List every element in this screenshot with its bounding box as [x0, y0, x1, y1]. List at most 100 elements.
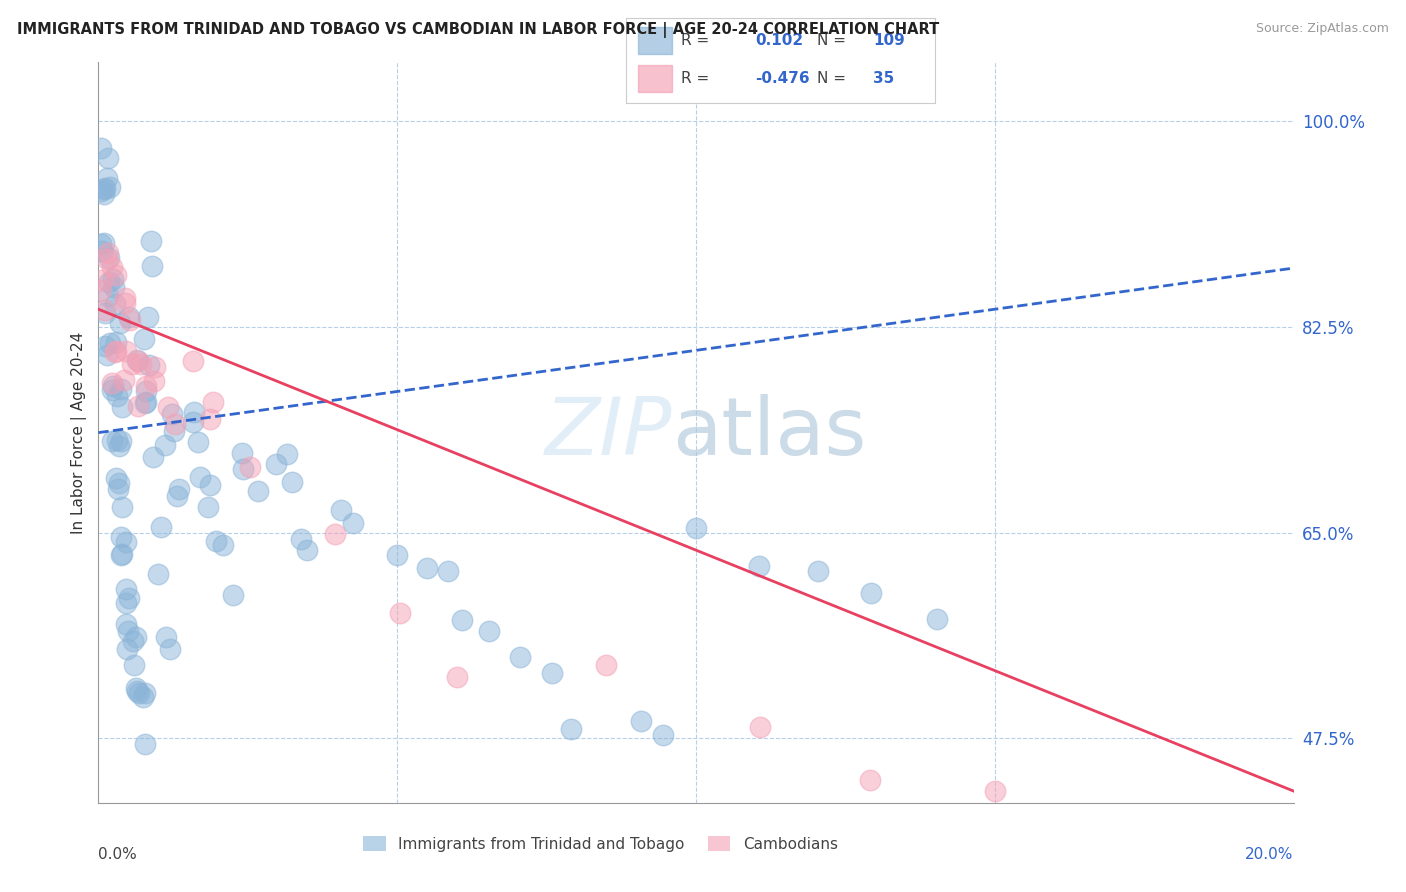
- Point: [103, 280, 125, 294]
- Point: [276, 447, 298, 461]
- Point: [129, 357, 152, 371]
- Point: [748, 559, 770, 574]
- Point: [148, 566, 170, 581]
- Point: [90, 283, 112, 297]
- Point: [153, 437, 176, 451]
- Point: [94, 303, 117, 318]
- Point: [122, 658, 145, 673]
- Point: [118, 313, 141, 327]
- Point: [135, 384, 157, 398]
- Text: R =: R =: [682, 71, 710, 87]
- Point: [135, 379, 157, 393]
- Point: [142, 450, 165, 464]
- Point: [290, 533, 312, 547]
- Bar: [638, 65, 672, 93]
- Point: [108, 316, 131, 330]
- Legend: Immigrants from Trinidad and Tobago, Cambodians: Immigrants from Trinidad and Tobago, Cam…: [357, 830, 844, 858]
- Point: [114, 291, 136, 305]
- Point: [198, 477, 221, 491]
- Point: [859, 773, 882, 788]
- Point: [104, 297, 127, 311]
- Point: [97, 289, 120, 303]
- Point: [187, 435, 209, 450]
- Point: [231, 446, 253, 460]
- Point: [125, 630, 148, 644]
- Point: [100, 384, 122, 398]
- Point: [104, 345, 127, 359]
- Point: [110, 529, 132, 543]
- Point: [107, 483, 129, 497]
- Point: [118, 591, 141, 605]
- Point: [212, 538, 235, 552]
- Point: [415, 560, 437, 574]
- Point: [540, 666, 562, 681]
- Point: [163, 424, 186, 438]
- Bar: [638, 27, 672, 54]
- Point: [114, 616, 136, 631]
- Point: [157, 401, 180, 415]
- Point: [107, 475, 129, 490]
- Point: [115, 343, 138, 358]
- Point: [101, 434, 124, 449]
- Point: [342, 516, 364, 530]
- Point: [141, 234, 163, 248]
- Point: [117, 624, 139, 639]
- Point: [149, 520, 172, 534]
- Point: [101, 272, 124, 286]
- Point: [127, 400, 149, 414]
- Point: [105, 433, 128, 447]
- Point: [94, 181, 117, 195]
- Point: [509, 650, 531, 665]
- Point: [104, 343, 127, 358]
- Point: [295, 543, 318, 558]
- Text: Source: ZipAtlas.com: Source: ZipAtlas.com: [1256, 22, 1389, 36]
- Point: [93, 187, 115, 202]
- Point: [104, 471, 127, 485]
- Point: [197, 500, 219, 515]
- Point: [204, 534, 226, 549]
- Point: [143, 359, 166, 374]
- Point: [98, 335, 121, 350]
- Point: [437, 565, 460, 579]
- Point: [183, 415, 205, 429]
- Point: [100, 376, 122, 391]
- Point: [478, 624, 501, 639]
- Point: [110, 434, 132, 448]
- Point: [807, 565, 830, 579]
- Point: [105, 389, 128, 403]
- Text: 20.0%: 20.0%: [1246, 847, 1294, 863]
- Text: 0.102: 0.102: [755, 33, 804, 48]
- Point: [389, 607, 412, 621]
- Point: [115, 534, 138, 549]
- Point: [96, 245, 118, 260]
- Point: [96, 348, 118, 362]
- Point: [125, 353, 148, 368]
- Point: [132, 690, 155, 705]
- Text: 35: 35: [873, 71, 894, 87]
- Point: [93, 235, 115, 250]
- Point: [652, 728, 675, 742]
- Point: [90, 184, 112, 198]
- Point: [114, 582, 136, 596]
- Point: [127, 354, 149, 368]
- Point: [183, 404, 205, 418]
- Point: [188, 470, 211, 484]
- Point: [134, 738, 156, 752]
- Point: [630, 714, 652, 728]
- Point: [387, 548, 409, 562]
- Point: [91, 273, 114, 287]
- Point: [280, 475, 302, 489]
- Point: [98, 179, 121, 194]
- Point: [135, 395, 157, 409]
- Point: [749, 720, 772, 734]
- Point: [264, 457, 287, 471]
- Text: -0.476: -0.476: [755, 71, 810, 87]
- Point: [446, 670, 468, 684]
- Point: [90, 244, 112, 259]
- Point: [132, 332, 155, 346]
- Point: [198, 412, 221, 426]
- Point: [93, 339, 115, 353]
- Point: [97, 251, 120, 265]
- Point: [101, 378, 124, 392]
- Point: [111, 547, 134, 561]
